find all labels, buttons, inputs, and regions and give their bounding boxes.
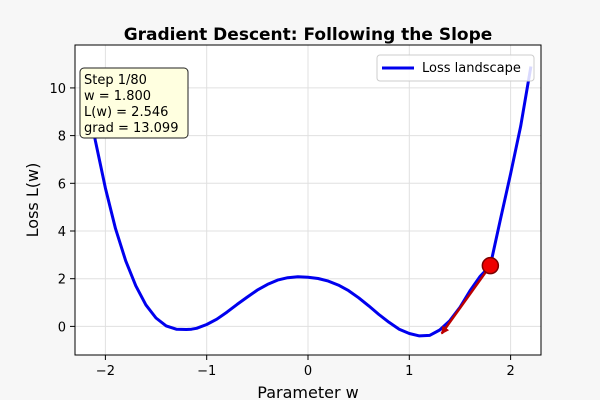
x-tick-label: 1	[405, 364, 413, 379]
marker-layer	[440, 256, 500, 335]
legend: Loss landscape	[376, 54, 535, 82]
info-box: Step 1/80 w = 1.800 L(w) = 2.546 grad = …	[79, 67, 189, 139]
grid	[75, 45, 541, 355]
y-tick-label: 10	[49, 82, 66, 97]
y-axis-label: Loss L(w)	[23, 163, 42, 238]
y-tick-label: 2	[58, 273, 66, 288]
chart-title: Gradient Descent: Following the Slope	[124, 25, 493, 45]
gradient-arrow	[440, 264, 492, 335]
current-point-marker	[481, 256, 500, 275]
info-line-grad: grad = 13.099	[84, 121, 178, 136]
legend-box	[376, 54, 535, 82]
x-tick-label: 0	[304, 364, 312, 379]
info-line-w: w = 1.800	[84, 89, 151, 104]
x-tick-label: −1	[197, 364, 216, 379]
y-tick-label: 0	[58, 320, 66, 335]
info-line-loss: L(w) = 2.546	[84, 105, 168, 120]
y-ticks: 0 2 4 6 8 10	[49, 82, 75, 335]
x-tick-label: 2	[506, 364, 514, 379]
x-axis-label: Parameter w	[257, 383, 358, 400]
info-line-step: Step 1/80	[84, 73, 147, 88]
info-box-bg	[79, 67, 189, 139]
x-tick-label: −2	[96, 364, 115, 379]
x-ticks: −2 −1 0 1 2	[96, 355, 515, 379]
y-tick-label: 8	[58, 130, 66, 145]
y-tick-label: 6	[58, 177, 66, 192]
y-tick-label: 4	[58, 225, 66, 240]
legend-label: Loss landscape	[422, 61, 521, 76]
